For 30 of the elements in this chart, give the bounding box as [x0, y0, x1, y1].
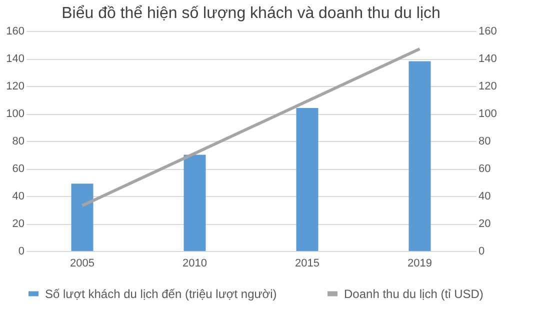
- y2-tick-label: 40: [478, 190, 491, 202]
- legend-label: Doanh thu du lịch (tỉ USD): [344, 286, 484, 301]
- x-tick-label: 2010: [182, 258, 207, 270]
- y2-tick-label: 20: [478, 218, 491, 230]
- line-series: [80, 47, 422, 208]
- bar: [296, 108, 318, 251]
- bar: [408, 61, 431, 251]
- x-tick-label: 2019: [408, 258, 432, 270]
- bar: [184, 154, 206, 251]
- y2-tick-label: 120: [478, 80, 497, 92]
- y2-tick-label: 60: [478, 163, 491, 175]
- y2-tick-label: 80: [478, 136, 491, 148]
- y-tick-label: 80: [12, 136, 24, 148]
- y-tick-label: 120: [6, 80, 24, 92]
- y-tick-label: 0: [18, 246, 24, 258]
- x-tick-label: 2015: [295, 258, 320, 270]
- y2-tick-label: 100: [478, 108, 497, 120]
- bar: [71, 184, 94, 251]
- chart-title: Biểu đồ thể hiện số lượng khách và doanh thu du lịch: [62, 5, 440, 22]
- y-tick-label: 100: [6, 108, 24, 120]
- y-tick-label: 140: [6, 53, 24, 65]
- x-tick-label: 2005: [70, 258, 94, 270]
- y-tick-label: 40: [12, 190, 24, 202]
- y-tick-label: 20: [12, 218, 24, 230]
- y-tick-label: 60: [12, 163, 24, 175]
- y-tick-label: 160: [6, 26, 24, 38]
- y2-tick-label: 0: [478, 246, 485, 258]
- y2-tick-label: 140: [478, 53, 497, 65]
- legend-label: Số lượt khách du lịch đến (triệu lượt người): [45, 286, 277, 301]
- y2-tick-label: 160: [478, 26, 497, 38]
